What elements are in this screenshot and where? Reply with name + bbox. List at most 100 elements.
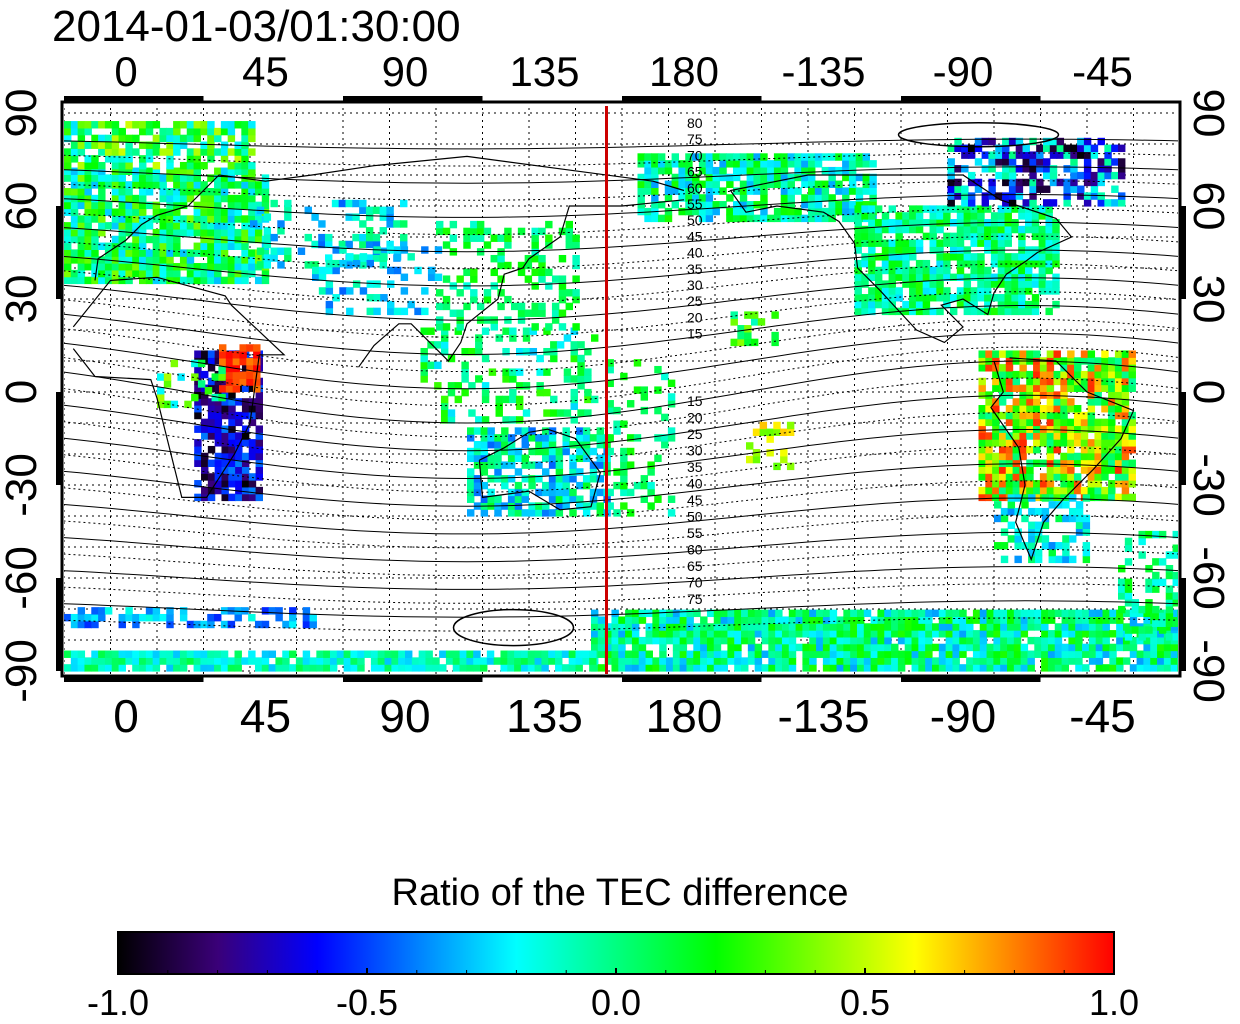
tec-cell — [173, 664, 181, 672]
tec-cell — [201, 370, 209, 379]
tec-cell — [692, 194, 700, 202]
tec-cell — [84, 276, 92, 285]
tec-cell — [214, 228, 222, 237]
tec-cell — [922, 205, 931, 213]
tec-cell — [911, 616, 919, 624]
magnetic-contour — [64, 548, 1178, 577]
tec-cell — [219, 351, 227, 359]
colorbar-tick-label: 0.0 — [591, 982, 641, 1023]
tec-cell — [997, 212, 1006, 220]
tec-cell — [1172, 571, 1178, 580]
tec-cell — [104, 650, 113, 658]
tec-cell — [604, 630, 613, 638]
tec-cell — [173, 228, 181, 237]
tec-cell — [954, 144, 962, 153]
tec-cell — [1004, 266, 1012, 275]
tec-cell — [651, 180, 659, 188]
tec-cell — [888, 259, 897, 268]
tec-cell — [179, 263, 188, 271]
tec-cell — [842, 173, 850, 182]
tec-cell — [166, 256, 174, 264]
tec-cell — [856, 616, 865, 624]
top-lon-tick-label: 90 — [382, 48, 429, 95]
tec-cell — [239, 378, 247, 386]
tec-cell — [575, 657, 583, 665]
tec-cell — [1121, 466, 1130, 474]
tec-cell — [771, 311, 779, 319]
tec-cell — [902, 307, 910, 316]
tec-cell — [990, 294, 999, 302]
tec-cell — [1067, 350, 1075, 358]
tec-cell — [232, 357, 241, 366]
tec-cell — [1060, 384, 1068, 392]
left-lat-tick-label: -90 — [0, 639, 46, 703]
tec-cell — [282, 650, 290, 658]
tec-cell — [816, 650, 824, 658]
tec-cell — [985, 445, 993, 454]
tec-cell — [522, 409, 531, 417]
tec-cell — [1020, 643, 1029, 652]
tec-cell — [193, 215, 201, 223]
tec-cell — [570, 327, 578, 335]
tec-cell — [521, 475, 529, 483]
tec-cell — [997, 300, 1006, 309]
tec-cell — [589, 488, 598, 497]
tec-cell — [232, 371, 241, 379]
tec-cell — [467, 434, 475, 442]
tec-cell — [467, 481, 475, 490]
tec-cell — [637, 187, 645, 195]
tec-cell — [998, 377, 1007, 386]
tec-cell — [850, 657, 858, 665]
tec-cell — [551, 316, 560, 324]
coastline — [94, 155, 685, 281]
tec-cell — [514, 509, 523, 517]
tec-cell — [261, 181, 270, 189]
tec-cell — [248, 201, 256, 210]
tec-cell — [193, 155, 201, 163]
tec-cell — [836, 643, 844, 652]
tec-cell — [956, 205, 965, 213]
tec-cell — [1143, 657, 1151, 665]
tec-cell — [393, 220, 401, 228]
tec-cell — [1145, 564, 1153, 573]
tec-cell — [938, 609, 947, 618]
tec-cell — [854, 232, 862, 241]
tec-cell — [780, 455, 788, 464]
tec-cell — [193, 188, 201, 196]
tec-cell — [193, 228, 201, 237]
tec-cell — [618, 643, 626, 652]
tec-cell — [984, 294, 992, 302]
tec-cell — [227, 181, 236, 189]
tec-cell — [221, 493, 229, 502]
tec-cell — [227, 276, 236, 285]
tec-cell — [98, 141, 106, 149]
tec-cell — [863, 623, 872, 631]
tec-cell — [870, 630, 879, 638]
tec-cell — [938, 630, 947, 638]
tec-cell — [531, 241, 539, 249]
tec-cell — [468, 382, 476, 390]
tec-cell — [993, 636, 1001, 645]
tec-cell — [821, 187, 830, 195]
tec-cell — [862, 180, 870, 188]
tec-cell — [561, 650, 570, 658]
tec-cell — [787, 173, 795, 182]
tec-cell — [705, 153, 714, 161]
tec-cell — [157, 373, 165, 381]
tec-cell — [145, 613, 154, 622]
tec-cell — [111, 263, 120, 271]
tec-cell — [1007, 535, 1016, 543]
tec-cell — [64, 650, 72, 658]
tec-cell — [693, 664, 701, 672]
tec-cell — [550, 409, 558, 417]
tec-cell — [970, 225, 978, 234]
tec-cell — [220, 228, 229, 237]
tec-cell — [70, 174, 79, 182]
tec-cell — [227, 174, 236, 182]
tec-cell — [625, 616, 633, 624]
tec-cell — [152, 263, 161, 271]
tec-cell — [139, 181, 147, 189]
tec-cell — [679, 636, 688, 645]
tec-cell — [104, 155, 113, 163]
tec-cell — [173, 188, 181, 196]
